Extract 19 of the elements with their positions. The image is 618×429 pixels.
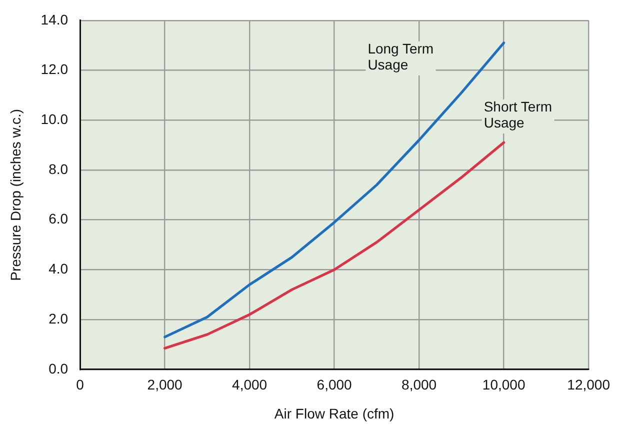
annotation: Long Term Usage <box>368 40 434 72</box>
y-tick-label: 6.0 <box>48 210 68 227</box>
y-tick-label: 0.0 <box>48 360 68 376</box>
x-tick-label: 8,000 <box>402 376 437 393</box>
y-axis-title: Pressure Drop (inches w.c.) <box>7 108 24 281</box>
x-axis-title: Air Flow Rate (cfm) <box>274 405 394 422</box>
y-tick-label: 4.0 <box>48 260 68 277</box>
y-tick-label: 10.0 <box>40 110 68 127</box>
x-tick-label: 10,000 <box>482 376 526 393</box>
annotation: Short Term Usage <box>484 98 552 130</box>
y-tick-label: 8.0 <box>48 160 68 177</box>
y-tick-label: 12.0 <box>40 61 68 78</box>
y-tick-label: 2.0 <box>48 310 68 326</box>
x-tick-label: 6,000 <box>316 376 352 393</box>
x-tick-label: 2,000 <box>147 376 183 393</box>
x-tick-label: 4,000 <box>232 376 268 393</box>
x-tick-label: 12,000 <box>567 376 610 393</box>
y-tick-label: 14.0 <box>40 11 68 28</box>
x-tick-label: 0 <box>76 376 84 393</box>
